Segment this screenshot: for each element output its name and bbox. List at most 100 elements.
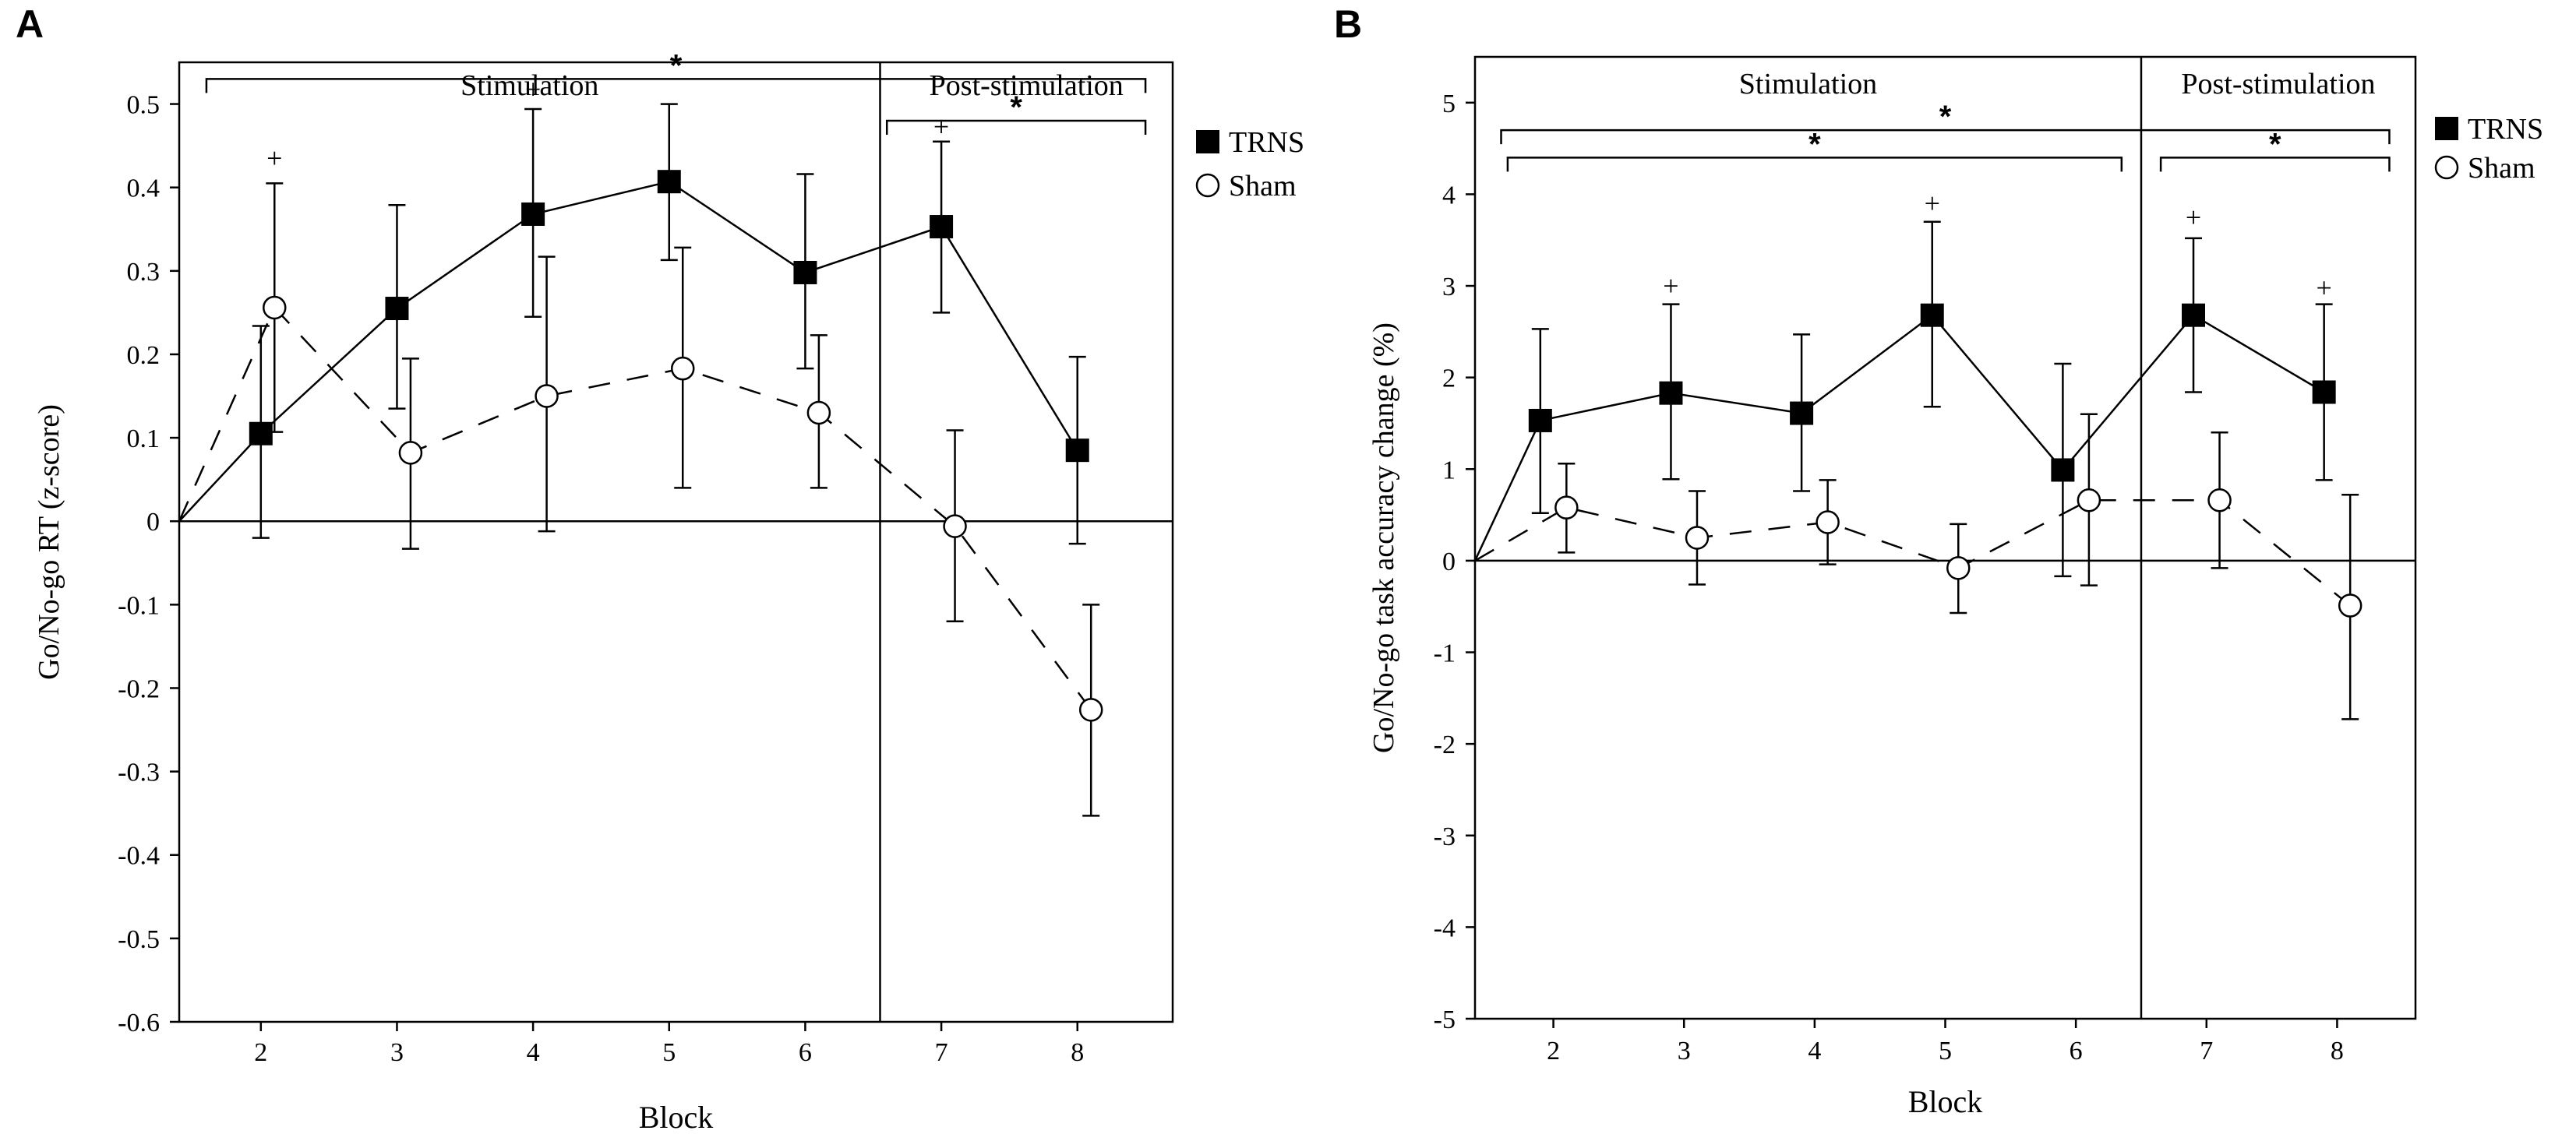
data-point <box>521 202 545 226</box>
y-tick-label: -5 <box>1434 1005 1456 1034</box>
x-tick-label: 8 <box>1071 1038 1084 1067</box>
plus-annotation: + <box>1925 188 1940 219</box>
significance-star: * <box>1939 100 1952 134</box>
x-tick-label: 5 <box>1939 1037 1952 1065</box>
region-label: Stimulation <box>461 69 598 102</box>
plus-annotation: + <box>1663 270 1678 301</box>
significance-star: * <box>670 48 683 83</box>
data-point <box>1685 526 1710 550</box>
series-line <box>178 180 1078 523</box>
plus-annotation: + <box>2186 202 2201 233</box>
x-tick-label: 5 <box>662 1038 676 1067</box>
y-tick-label: 2 <box>1442 364 1456 393</box>
y-tick-label: 0.3 <box>127 258 161 287</box>
legend-marker-circle <box>1195 173 1220 198</box>
data-point <box>249 421 273 446</box>
data-point <box>943 514 967 538</box>
plus-annotation: + <box>933 111 949 142</box>
x-tick-label: 7 <box>2200 1037 2213 1065</box>
y-tick-label: 0.1 <box>127 424 161 453</box>
x-axis-label: Block <box>1908 1084 1983 1119</box>
data-point <box>385 297 409 321</box>
legend-marker-square <box>1196 130 1219 153</box>
significance-star: * <box>2269 127 2281 161</box>
y-axis-label: Go/No-go task accuracy change (%) <box>1367 322 1400 753</box>
data-point <box>1946 556 1971 580</box>
x-tick-label: 6 <box>2070 1037 2083 1065</box>
data-point <box>263 295 287 320</box>
y-tick-label: -0.2 <box>118 674 160 703</box>
legend-label: Sham <box>1229 170 1297 202</box>
x-tick-label: 7 <box>935 1038 948 1067</box>
x-tick-label: 6 <box>799 1038 812 1067</box>
plot-frame <box>1473 55 2417 1020</box>
data-point <box>398 441 423 465</box>
series-trns <box>1473 220 2336 578</box>
panel-label: B <box>1334 2 1362 46</box>
plot-frame <box>178 61 1174 1023</box>
data-point <box>2051 458 2075 482</box>
data-point <box>2338 593 2363 618</box>
data-point <box>2182 303 2206 327</box>
data-point <box>1790 401 1814 425</box>
x-tick-label: 3 <box>390 1038 404 1067</box>
y-tick-label: -1 <box>1434 639 1456 668</box>
y-tick-label: -0.4 <box>118 842 160 871</box>
data-point <box>930 215 954 239</box>
data-point <box>657 170 681 194</box>
series-sham <box>178 182 1103 817</box>
data-point <box>1078 698 1103 722</box>
y-tick-label: 0 <box>1442 548 1456 576</box>
y-tick-label: 5 <box>1442 90 1456 118</box>
region-label: Post-stimulation <box>930 69 1124 102</box>
y-tick-label: -3 <box>1434 822 1456 851</box>
series-sham <box>1474 413 2363 720</box>
y-axis-label: Go/No-go RT (z-score) <box>33 404 65 680</box>
data-point <box>1065 438 1089 463</box>
x-tick-label: 2 <box>254 1038 267 1067</box>
panel-b: B Stimulation Post-stimulation -5 -4 -3 -2 -1 0 1… <box>1334 2 2543 1119</box>
legend: TRNS Sham <box>1195 126 1304 202</box>
y-tick-label: -0.3 <box>118 759 160 787</box>
legend-marker-circle <box>2434 155 2459 180</box>
legend: TRNS Sham <box>2434 113 2543 185</box>
significance-bracket <box>1500 129 2391 145</box>
data-point <box>1659 381 1683 405</box>
y-tick-label: 1 <box>1442 456 1456 484</box>
legend-label: TRNS <box>1229 126 1304 159</box>
data-point <box>2077 488 2101 512</box>
region-label: Post-stimulation <box>2181 68 2375 100</box>
y-tick-label: -0.1 <box>118 591 160 620</box>
panel-a: A Stimulation Post-stimulation -0.6 -0.5 -0.4… <box>16 2 1304 1134</box>
y-tick-label: 4 <box>1442 181 1456 210</box>
data-point <box>1920 303 1944 327</box>
x-axis-label: Block <box>639 1100 714 1134</box>
series-trns <box>178 103 1089 545</box>
data-point <box>793 260 817 284</box>
y-tick-label: -0.5 <box>118 925 160 954</box>
y-tick-label: 0.5 <box>127 91 161 120</box>
y-tick-label: 0.2 <box>127 341 161 370</box>
significance-bracket <box>205 78 1147 93</box>
y-tick-label: -4 <box>1434 914 1456 942</box>
x-tick-label: 8 <box>2331 1037 2344 1065</box>
y-tick-label: -0.6 <box>118 1009 160 1037</box>
data-point <box>806 400 831 425</box>
plus-annotation: + <box>266 143 282 174</box>
significance-bracket <box>885 119 1147 135</box>
significance-bracket <box>2159 157 2391 172</box>
plus-annotation: + <box>2316 272 2331 303</box>
plus-annotation: + <box>525 73 541 104</box>
data-point <box>1816 510 1840 534</box>
y-tick-label: 0 <box>146 508 160 537</box>
series-line <box>1473 313 2325 562</box>
significance-bracket <box>1506 157 2123 172</box>
series-line <box>1474 499 2351 607</box>
data-point <box>2207 488 2232 512</box>
legend-label: TRNS <box>2468 113 2543 146</box>
panel-label: A <box>16 2 44 46</box>
legend-marker-square <box>2435 117 2458 140</box>
x-tick-label: 4 <box>527 1038 540 1067</box>
x-tick-label: 2 <box>1547 1037 1560 1065</box>
